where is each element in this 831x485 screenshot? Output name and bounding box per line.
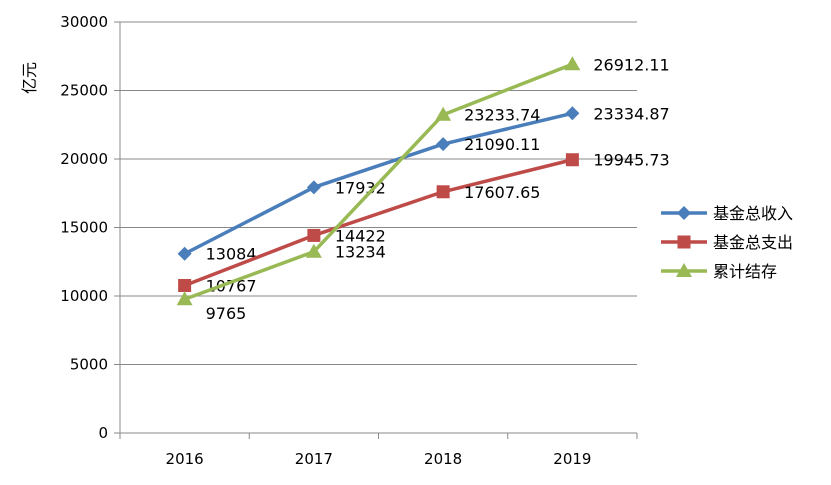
data-label: 21090.11 [464,135,540,154]
data-label: 17607.65 [464,183,540,202]
data-label: 23233.74 [464,106,540,125]
data-label: 14422 [335,226,386,245]
x-tick-label: 2019 [553,450,591,468]
series-line [183,158,573,288]
legend-label: 基金总收入 [713,204,793,223]
y-tick-label: 30000 [60,13,108,31]
data-label: 19945.73 [593,151,669,170]
data-point [307,228,321,242]
legend-marker [677,206,691,220]
legend-item: 基金总支出 [661,233,793,252]
legend-item: 基金总收入 [661,204,793,223]
data-point [565,106,580,121]
legend-marker [677,235,691,249]
y-tick-label: 5000 [70,356,108,374]
series-line [184,62,574,301]
series-group: 13084 17932 21090.11 23334.87 10767 14422 1760… [176,55,670,323]
y-tick-label: 0 [98,424,108,442]
data-label: 13084 [206,245,257,264]
data-point [306,180,321,195]
x-tick-label: 2016 [166,450,204,468]
legend-marker [676,263,692,277]
data-point [435,106,452,121]
y-tick-label: 10000 [60,287,108,305]
legend-label: 基金总支出 [713,233,793,252]
series-1: 13084 17932 21090.11 23334.87 [177,104,670,264]
data-point [177,246,192,261]
series-2: 10767 14422 17607.65 19945.73 [178,151,670,295]
data-label: 13234 [335,243,386,262]
data-point [178,278,192,292]
data-label: 17932 [335,178,386,197]
data-point [305,243,322,258]
data-label: 9765 [206,304,247,323]
y-tick-label: 20000 [60,150,108,168]
y-axis-label: 亿元 [20,62,39,94]
data-label: 23334.87 [593,104,669,123]
data-label: 26912.11 [593,55,669,74]
data-label: 10767 [206,276,257,295]
x-tick-label: 2017 [295,450,333,468]
y-tick-label: 15000 [60,219,108,237]
data-point [565,153,579,167]
y-tick-labels: 0 5000 10000 15000 20000 25000 30000 [60,13,108,442]
x-tick-label: 2018 [424,450,462,468]
gridlines [120,21,637,365]
series-3: 9765 13234 23233.74 26912.11 [176,55,670,323]
legend-item: 累计结存 [661,262,777,281]
data-point [436,137,451,152]
series-line [183,111,573,256]
y-tick-label: 25000 [60,82,108,100]
data-point [436,185,450,199]
legend-label: 累计结存 [713,262,777,281]
data-point [176,291,193,306]
data-point [564,56,581,71]
axes [114,21,638,439]
x-tick-labels: 2016 2017 2018 2019 [166,450,592,468]
